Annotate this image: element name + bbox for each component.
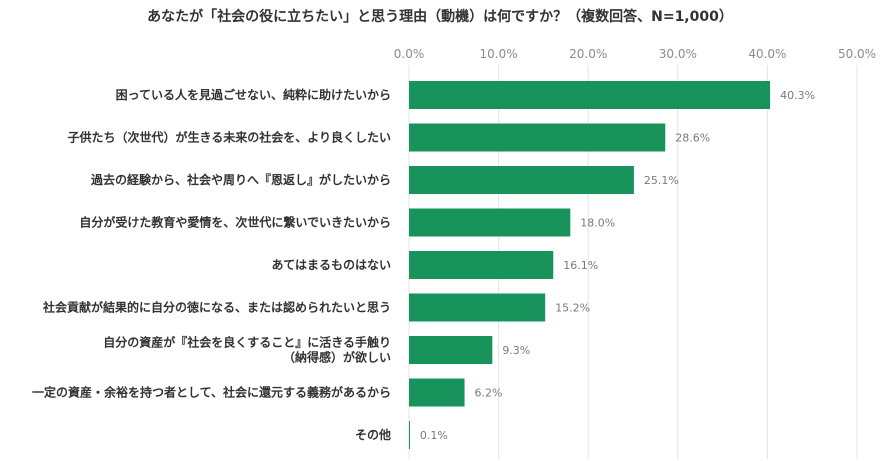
category-label: 子供たち（次世代）が生きる未来の社会を、より良くしたい bbox=[67, 130, 391, 145]
data-label: 25.1% bbox=[644, 174, 679, 187]
category-label: 社会貢献が結果的に自分の徳になる、または認められたいと思う bbox=[42, 300, 391, 315]
bar bbox=[409, 336, 493, 364]
bar bbox=[409, 293, 546, 322]
data-label: 0.1% bbox=[420, 429, 448, 442]
category-label: その他 bbox=[355, 427, 391, 442]
x-tick-label: 50.0% bbox=[838, 47, 876, 61]
category-label: 困っている人を見過ごせない、純粋に助けたいから bbox=[116, 87, 391, 102]
bar bbox=[409, 166, 634, 194]
data-label: 18.0% bbox=[580, 217, 615, 230]
data-label: 9.3% bbox=[502, 344, 530, 357]
x-tick-label: 10.0% bbox=[480, 47, 518, 61]
x-tick-label: 20.0% bbox=[569, 47, 607, 61]
bar bbox=[409, 251, 554, 279]
bar bbox=[409, 123, 666, 152]
bar bbox=[409, 81, 771, 109]
x-tick-label: 30.0% bbox=[659, 47, 697, 61]
x-tick-label: 40.0% bbox=[748, 47, 786, 61]
category-label: （納得感）が欲しい bbox=[283, 350, 391, 365]
category-label: 自分の資産が『社会を良くすること』に活きる手触り bbox=[103, 335, 391, 350]
data-label: 15.2% bbox=[555, 302, 590, 315]
category-label: 一定の資産・余裕を持つ者として、社会に還元する義務があるから bbox=[32, 385, 391, 400]
bar bbox=[409, 421, 410, 449]
x-tick-label: 0.0% bbox=[394, 47, 425, 61]
category-label: あてはまるものはない bbox=[271, 258, 391, 272]
data-label: 40.3% bbox=[780, 89, 815, 102]
chart-title: あなたが「社会の役に立ちたい」と思う理由（動機）は何ですか？（複数回答、N=1,… bbox=[147, 9, 733, 25]
category-label: 自分が受けた教育や愛情を、次世代に繋いでいきたいから bbox=[79, 215, 391, 230]
bar bbox=[409, 378, 465, 407]
category-label: 過去の経験から、社会や周りへ『恩返し』がしたいから bbox=[90, 172, 391, 187]
data-label: 16.1% bbox=[563, 259, 598, 272]
data-label: 6.2% bbox=[475, 387, 503, 400]
data-label: 28.6% bbox=[675, 132, 710, 145]
bar bbox=[409, 208, 571, 237]
